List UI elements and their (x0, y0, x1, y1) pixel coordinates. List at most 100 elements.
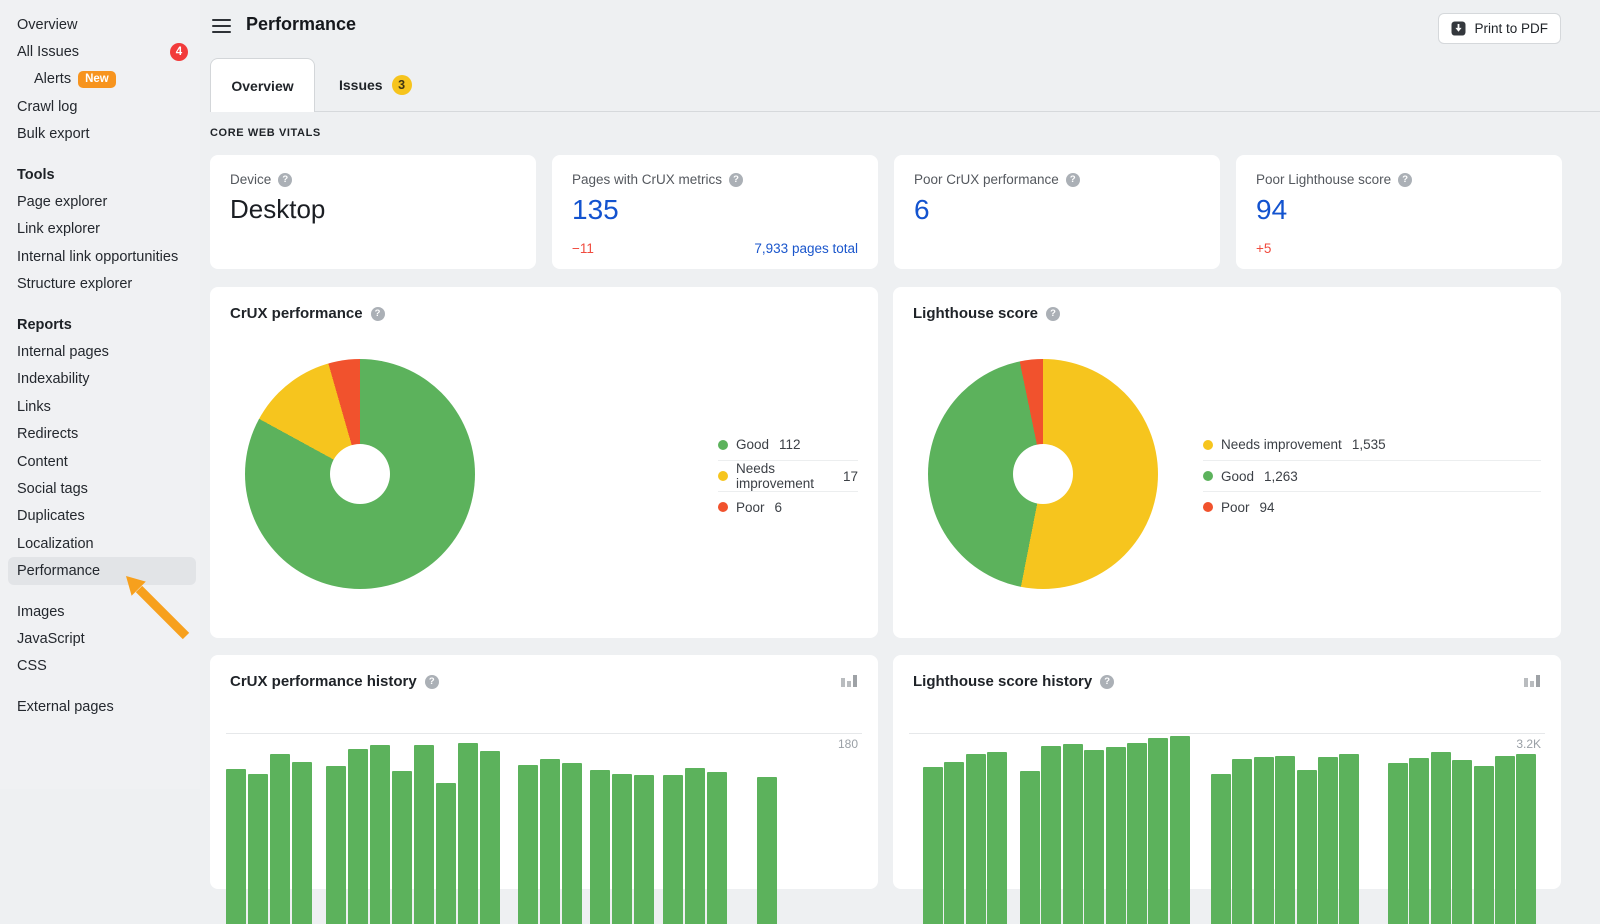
axis-label: 3.2K (1516, 737, 1541, 751)
stat-card-label: Device (230, 172, 272, 187)
sidebar-item-label: CSS (17, 658, 47, 675)
legend-value: 17 (842, 468, 858, 484)
help-icon[interactable]: ? (1046, 306, 1061, 321)
sidebar-item-overview[interactable]: Overview (0, 11, 200, 38)
sidebar-item-css[interactable]: CSS (0, 653, 200, 680)
history-bar (436, 782, 456, 924)
sidebar-item-performance[interactable]: Performance (8, 557, 196, 585)
stat-card-label-row: Device ? (230, 172, 516, 187)
history-bar (1388, 763, 1408, 924)
sidebar-item-label: Reports (17, 316, 72, 333)
history-bar (923, 766, 943, 924)
sidebar-item-label: Tools (17, 166, 55, 183)
lighthouse-score-donut[interactable] (928, 359, 1158, 589)
new-tag: New (78, 71, 116, 88)
sidebar-item-all-issues[interactable]: All Issues 4 (0, 38, 200, 65)
sidebar-item-label: Internal pages (17, 343, 109, 360)
history-bar (458, 742, 478, 924)
menu-icon[interactable] (212, 19, 231, 33)
history-bar (1084, 750, 1105, 924)
history-bar (1105, 747, 1126, 924)
stat-card-pages-with-crux-metrics: Pages with CrUX metrics ? 135 −11 7,933 … (552, 155, 878, 269)
history-bar (562, 762, 582, 924)
legend-dot (1203, 471, 1213, 481)
sidebar-item-links[interactable]: Links (0, 393, 200, 420)
crux-performance-history-card: CrUX performance history ? 180 (210, 655, 878, 924)
stat-card-value: 94 (1256, 194, 1288, 225)
sidebar-item-images[interactable]: Images (0, 598, 200, 625)
history-charts-row: CrUX performance history ? 180 Lighthous… (210, 655, 1561, 924)
help-icon[interactable]: ? (1065, 172, 1080, 187)
legend-item[interactable]: Good 1,263 (1203, 460, 1541, 491)
help-icon[interactable]: ? (1100, 674, 1115, 689)
stat-card-delta: +5 (1256, 241, 1272, 256)
history-bar (480, 751, 500, 924)
legend-label: Needs improvement (736, 461, 815, 491)
sidebar-item-label: Bulk export (17, 126, 90, 143)
sidebar-item-crawl-log[interactable]: Crawl log (0, 93, 200, 120)
legend-item[interactable]: Needs improvement 17 (718, 460, 858, 491)
legend-label: Good (736, 437, 770, 452)
help-icon[interactable]: ? (370, 306, 385, 321)
legend-item[interactable]: Poor 6 (718, 491, 858, 522)
history-bar (392, 770, 412, 924)
lighthouse-score-legend: Needs improvement 1,535 Good 1,263 Poor 94 (1203, 429, 1541, 522)
sidebar-item-javascript[interactable]: JavaScript (0, 625, 200, 652)
pages-total-link[interactable]: 7,933 pages total (754, 241, 858, 256)
sidebar-item-structure-explorer[interactable]: Structure explorer (0, 271, 200, 298)
history-bar (1041, 745, 1062, 924)
lighthouse-score-history-chart[interactable]: 3.2K (909, 699, 1545, 924)
sidebar-item-label: Social tags (17, 480, 88, 497)
help-icon[interactable]: ? (424, 674, 439, 689)
tab-issues[interactable]: Issues 3 (315, 58, 436, 111)
sidebar-item-redirects[interactable]: Redirects (0, 420, 200, 447)
stat-card-value: Desktop (230, 194, 326, 224)
legend-item[interactable]: Needs improvement 1,535 (1203, 429, 1541, 460)
sidebar-item-page-explorer[interactable]: Page explorer (0, 188, 200, 215)
tab-overview[interactable]: Overview (210, 58, 315, 112)
crux-performance-card: CrUX performance ? Good 112 Needs improvem… (210, 287, 878, 638)
sidebar-item-bulk-export[interactable]: Bulk export (0, 121, 200, 148)
sidebar-item-indexability[interactable]: Indexability (0, 366, 200, 393)
legend-item[interactable]: Poor 94 (1203, 491, 1541, 522)
stat-card-value: 135 (572, 194, 619, 225)
help-icon[interactable]: ? (729, 172, 744, 187)
sidebar-item-label: Content (17, 453, 68, 470)
sidebar-item-label: Internal link opportunities (17, 248, 179, 265)
history-bar (292, 762, 312, 924)
sidebar-item-internal-link-opportunities[interactable]: Internal link opportunities (0, 243, 200, 270)
legend-item[interactable]: Good 112 (718, 429, 858, 460)
sidebar-item-content[interactable]: Content (0, 448, 200, 475)
count-badge: 4 (170, 43, 188, 62)
history-bar (370, 744, 390, 924)
legend-label: Needs improvement (1221, 437, 1342, 452)
sidebar-item-alerts[interactable]: Alerts New (0, 66, 200, 93)
sidebar-item-duplicates[interactable]: Duplicates (0, 503, 200, 530)
history-bar (1318, 757, 1338, 924)
sidebar-item-link-explorer[interactable]: Link explorer (0, 216, 200, 243)
stat-card-label-row: Poor CrUX performance ? (914, 172, 1200, 187)
sidebar-item-localization[interactable]: Localization (0, 530, 200, 557)
crux-performance-history-chart[interactable]: 180 (226, 699, 862, 924)
bar-chart-icon[interactable] (1524, 673, 1541, 687)
history-bar (1232, 758, 1253, 924)
history-bar (663, 774, 683, 924)
crux-performance-donut[interactable] (245, 359, 475, 589)
history-bar (612, 774, 632, 924)
sidebar-item-social-tags[interactable]: Social tags (0, 475, 200, 502)
chart-title-row: Lighthouse score ? (913, 305, 1061, 322)
help-icon[interactable]: ? (278, 172, 293, 187)
sidebar-item-label: Page explorer (17, 194, 108, 211)
tab-overview-label: Overview (231, 77, 294, 94)
print-to-pdf-button[interactable]: Print to PDF (1438, 13, 1561, 44)
legend-value: 112 (779, 437, 801, 452)
bar-chart-icon[interactable] (841, 673, 858, 687)
help-icon[interactable]: ? (1398, 172, 1413, 187)
sidebar-item-internal-pages[interactable]: Internal pages (0, 338, 200, 365)
sidebar-item-label: Duplicates (17, 508, 85, 525)
sidebar-item-external-pages[interactable]: External pages (0, 693, 200, 720)
sidebar-item-label: JavaScript (17, 630, 85, 647)
history-bar (685, 767, 705, 924)
tab-issues-label: Issues (339, 76, 383, 93)
crux-performance-legend: Good 112 Needs improvement 17 Poor 6 (718, 429, 858, 522)
